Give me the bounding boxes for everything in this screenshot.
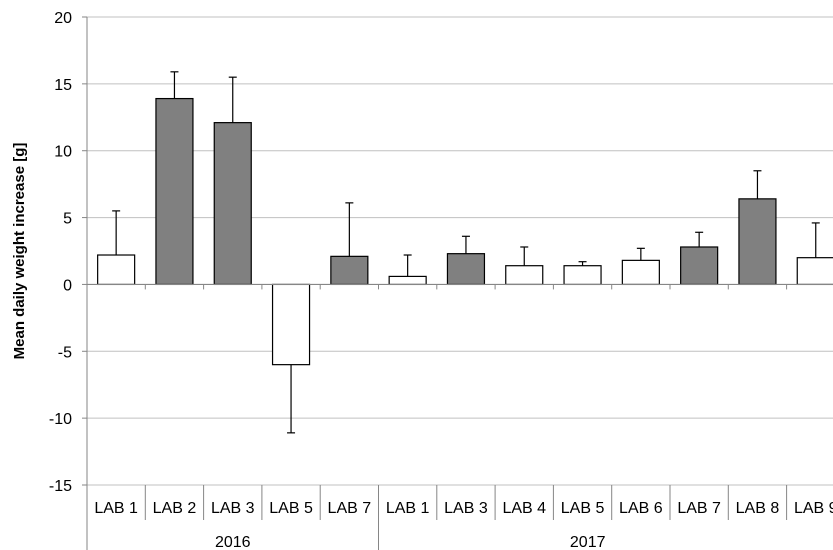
x-tick-label: LAB 2 — [153, 500, 197, 517]
y-axis-label: Mean daily weight increase [g] — [11, 143, 28, 360]
bar — [271, 283, 311, 366]
bar — [97, 254, 136, 286]
x-tick-label: LAB 3 — [444, 500, 488, 517]
axes — [82, 16, 833, 550]
bar — [388, 275, 427, 286]
y-tick-labels: -15 -10 -5 0 5 10 15 20 — [49, 10, 72, 495]
bar — [446, 253, 486, 286]
x-tick-label: LAB 5 — [269, 500, 313, 517]
group-labels: 2016 2017 — [215, 534, 606, 550]
x-tick-label: LAB 1 — [94, 500, 138, 517]
y-tick-label: 15 — [54, 77, 72, 94]
x-tick-label: LAB 7 — [677, 500, 721, 517]
error-bars — [112, 71, 820, 434]
x-tick-label: LAB 9 — [794, 500, 833, 517]
group-label: 2017 — [570, 534, 606, 550]
bar — [796, 257, 833, 286]
y-tick-label: 10 — [54, 144, 72, 161]
y-tick-label: 5 — [63, 211, 72, 228]
bar — [621, 259, 660, 286]
x-tick-label: LAB 1 — [386, 500, 430, 517]
bar — [330, 255, 369, 286]
x-tick-label: LAB 5 — [561, 500, 605, 517]
y-tick-label: 20 — [54, 10, 72, 27]
bar — [505, 265, 544, 286]
y-tick-label: -5 — [58, 344, 72, 361]
bar — [213, 122, 252, 286]
y-tick-label: -15 — [49, 478, 72, 495]
bar — [155, 97, 194, 286]
bar — [680, 246, 719, 286]
bar — [563, 265, 602, 286]
bar — [738, 198, 777, 286]
x-tick-label: LAB 3 — [211, 500, 255, 517]
x-tick-label: LAB 4 — [502, 500, 546, 517]
x-tick-label: LAB 8 — [736, 500, 780, 517]
bars — [97, 97, 833, 366]
group-label: 2016 — [215, 534, 251, 550]
x-tick-label: LAB 6 — [619, 500, 663, 517]
x-tick-label: LAB 7 — [328, 500, 372, 517]
x-tick-labels: LAB 1 LAB 2 LAB 3 LAB 5 LAB 7 LAB 1 LAB 3 LAB 4… — [94, 500, 833, 517]
y-tick-label: -10 — [49, 411, 72, 428]
gridlines — [87, 16, 833, 486]
y-tick-label: 0 — [63, 277, 72, 294]
